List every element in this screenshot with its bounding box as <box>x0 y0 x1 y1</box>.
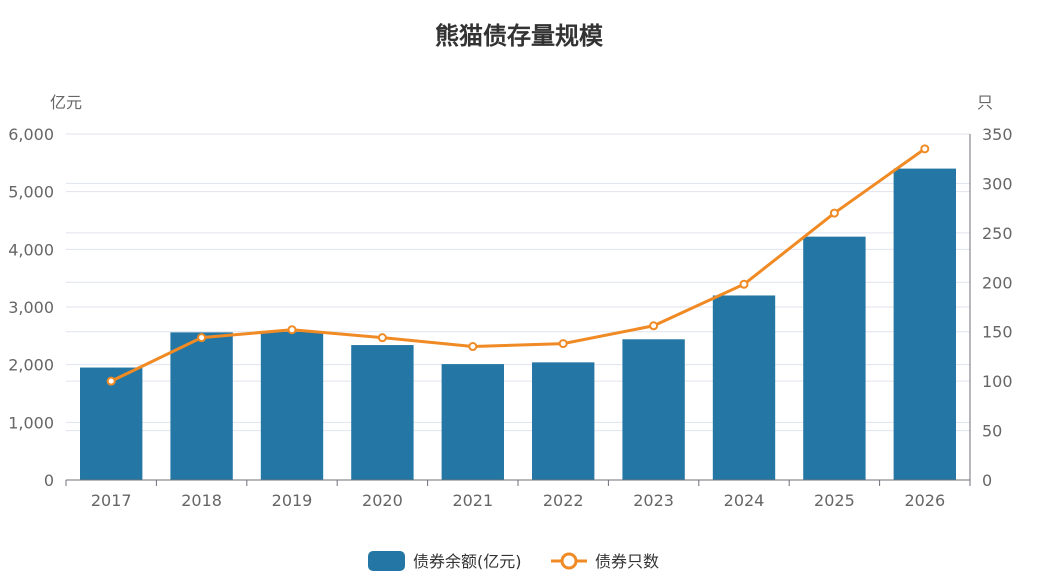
x-axis-tick-label: 2019 <box>272 491 313 510</box>
line-point-2026 <box>920 144 930 154</box>
right-axis-tick-label: 150 <box>982 323 1013 342</box>
line-point-2022 <box>558 339 568 349</box>
bar-2024 <box>712 295 776 480</box>
legend-label-bar: 债券余额(亿元) <box>413 552 522 571</box>
bar-series <box>80 168 956 480</box>
line-point-2020 <box>377 333 387 343</box>
right-axis-tick-label: 50 <box>982 422 1002 441</box>
x-axis-tick-label: 2021 <box>452 491 493 510</box>
x-axis-tick-label: 2025 <box>814 491 855 510</box>
bar-2021 <box>441 364 504 480</box>
bar-2020 <box>351 345 414 480</box>
left-axis-unit: 亿元 <box>50 93 82 112</box>
x-axis-tick-label: 2020 <box>362 491 403 510</box>
line-point-2024 <box>739 279 749 289</box>
left-axis-tick-label: 5,000 <box>8 183 54 202</box>
left-axis-tick-label: 3,000 <box>8 298 54 317</box>
bar-2022 <box>532 362 595 480</box>
left-axis-tick-label: 6,000 <box>8 125 54 144</box>
right-axis-tick-label: 350 <box>982 125 1013 144</box>
left-axis-tick-label: 0 <box>44 471 54 490</box>
legend-swatch-bar <box>368 551 405 571</box>
right-axis-tick-label: 100 <box>982 372 1013 391</box>
bar-2026 <box>893 168 956 480</box>
bar-2025 <box>803 236 866 480</box>
legend-label-line: 债券只数 <box>595 552 659 571</box>
chart-title: 熊猫债存量规模 <box>435 22 604 50</box>
x-axis-tick-label: 2026 <box>904 491 945 510</box>
line-point-2021 <box>468 342 478 352</box>
bar-2018 <box>170 332 233 480</box>
x-axis-tick-label: 2018 <box>181 491 222 510</box>
line-point-2018 <box>197 333 207 343</box>
line-series <box>106 144 930 386</box>
left-axis-tick-label: 1,000 <box>8 413 54 432</box>
x-axis-tick-label: 2017 <box>91 491 132 510</box>
right-axis-tick-label: 250 <box>982 224 1013 243</box>
right-axis-tick-label: 200 <box>982 273 1013 292</box>
legend-item-bar: 债券余额(亿元) <box>368 551 522 571</box>
x-axis-tick-label: 2024 <box>724 491 765 510</box>
right-axis-tick-label: 300 <box>982 174 1013 193</box>
line-point-2017 <box>106 376 116 386</box>
line-path <box>110 147 926 383</box>
axes: 0 1,000 2,000 3,000 4,000 5,000 6,000 0 50 100 150… <box>8 125 1012 510</box>
line-point-2019 <box>287 325 297 335</box>
x-axis-tick-label: 2022 <box>543 491 584 510</box>
bar-2023 <box>622 339 685 480</box>
right-axis-tick-label: 0 <box>982 471 992 490</box>
line-point-2025 <box>829 208 839 218</box>
line-point-2023 <box>649 321 659 331</box>
legend-swatch-marker <box>560 552 578 570</box>
legend-item-line: 债券只数 <box>551 552 659 571</box>
x-axis-tick-label: 2023 <box>633 491 674 510</box>
left-axis-tick-label: 2,000 <box>8 356 54 375</box>
bar-2019 <box>260 331 324 480</box>
right-axis-unit: 只 <box>977 93 993 112</box>
legend[interactable]: 债券余额(亿元) 债券只数 <box>368 551 659 571</box>
left-axis-tick-label: 4,000 <box>8 240 54 259</box>
bar-2017 <box>80 367 143 480</box>
